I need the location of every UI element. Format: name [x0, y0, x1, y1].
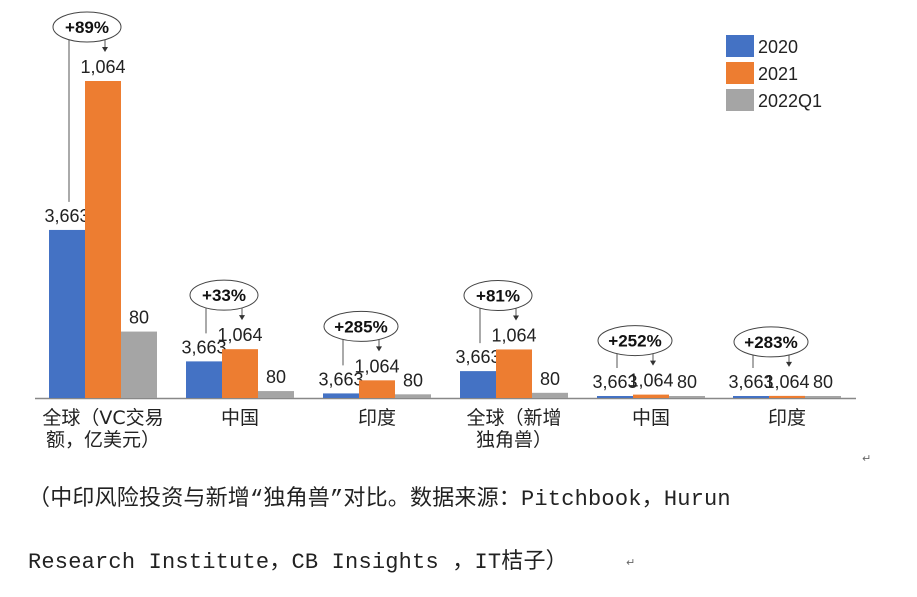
growth-label: +89%	[65, 18, 109, 37]
bar-2021-0	[85, 81, 121, 398]
growth-label: +285%	[334, 317, 387, 336]
bar-2022q1-2	[395, 394, 431, 398]
data-label: 80	[677, 372, 697, 392]
growth-label: +283%	[744, 333, 797, 352]
growth-badge	[463, 279, 533, 311]
data-label: 3,663	[318, 369, 363, 389]
data-label: 3,663	[181, 337, 226, 357]
growth-label: +81%	[476, 286, 520, 305]
bar-2020-5	[733, 396, 769, 398]
growth-label: +33%	[202, 286, 246, 305]
data-label: 1,064	[80, 57, 125, 77]
bar-2021-3	[496, 349, 532, 398]
bar-2020-3	[460, 371, 496, 398]
data-label: 3,663	[728, 372, 773, 392]
caption-line-2: Research Institute，CB Insights ，IT桔子）	[28, 550, 568, 575]
data-label: 80	[266, 367, 286, 387]
bar-2022q1-5	[805, 396, 841, 398]
legend-swatch-2022q1	[726, 89, 754, 111]
growth-badge	[597, 325, 673, 357]
data-label: 1,064	[764, 372, 809, 392]
category-label: 额，亿美元）	[46, 429, 160, 451]
bar-2022q1-0	[121, 331, 157, 398]
legend-swatch-2020	[726, 35, 754, 57]
bar-2022q1-4	[669, 396, 705, 398]
paragraph-mark: ↵	[862, 453, 872, 465]
data-label: 3,663	[455, 347, 500, 367]
legend-label: 2020	[758, 37, 798, 57]
legend-label: 2021	[758, 64, 798, 84]
data-label: 3,663	[44, 206, 89, 226]
bar-2020-2	[323, 393, 359, 398]
category-label: 印度	[768, 407, 806, 429]
data-label: 3,663	[592, 372, 637, 392]
arrow-head-icon	[376, 346, 382, 352]
category-label: 印度	[358, 407, 396, 429]
data-label: 1,064	[628, 371, 673, 391]
grouped-bar-chart: 3,6631,06480全球（VC交易额，亿美元）+89%3,6631,0648…	[35, 11, 856, 451]
bar-2020-0	[49, 229, 85, 398]
bar-2021-4	[633, 394, 669, 398]
category-label: 中国	[632, 407, 670, 429]
arrow-head-icon	[102, 47, 108, 52]
category-label: 中国	[221, 407, 259, 429]
data-label: 80	[129, 308, 149, 328]
category-label: 全球（VC交易	[42, 407, 163, 429]
category-label: 全球（新增	[466, 407, 561, 429]
arrow-head-icon	[239, 315, 245, 321]
data-label: 1,064	[491, 325, 536, 345]
bar-2020-1	[186, 361, 222, 398]
caption-line-1: （中印风险投资与新增“独角兽”对比。数据来源：Pitchbook，Hurun	[28, 487, 731, 512]
growth-label: +252%	[608, 332, 661, 351]
data-label: 1,064	[354, 356, 399, 376]
growth-badge	[733, 326, 809, 358]
bar-2021-2	[359, 380, 395, 398]
bar-2020-4	[597, 396, 633, 398]
bar-2022q1-1	[258, 391, 294, 398]
arrow-head-icon	[513, 315, 519, 321]
data-label: 80	[540, 369, 560, 389]
legend-label: 2022Q1	[758, 91, 822, 111]
bar-2022q1-3	[532, 392, 568, 398]
legend-swatch-2021	[726, 62, 754, 84]
data-label: 80	[403, 370, 423, 390]
category-label: 独角兽）	[476, 429, 552, 451]
arrow-head-icon	[786, 361, 792, 367]
arrow-head-icon	[650, 360, 656, 366]
growth-badge	[189, 279, 259, 311]
paragraph-mark-2: ↵	[626, 557, 636, 569]
growth-badge	[52, 11, 122, 43]
data-label: 1,064	[217, 325, 262, 345]
growth-badge	[323, 310, 399, 342]
data-label: 80	[813, 372, 833, 392]
bar-2021-5	[769, 395, 805, 398]
bar-2021-1	[222, 349, 258, 398]
